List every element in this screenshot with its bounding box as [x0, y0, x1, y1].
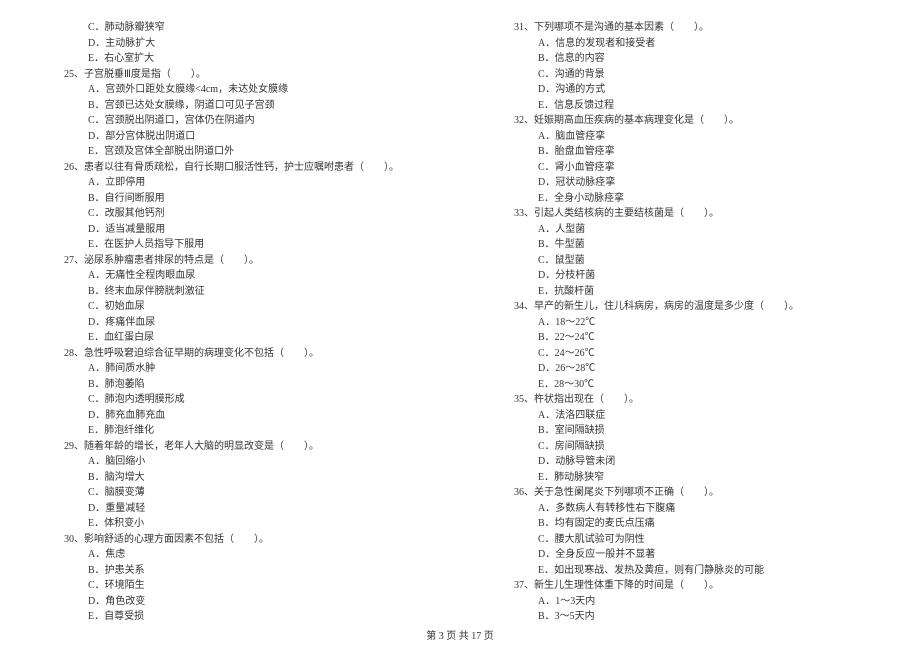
question-line: 31、下列哪项不是沟通的基本因素（ ）。 [490, 20, 880, 36]
option-line: D．全身反应一般并不显著 [490, 547, 880, 563]
option-line: B．室间隔缺损 [490, 423, 880, 439]
option-line: C．脑膜变薄 [40, 485, 430, 501]
option-line: D．26～28℃ [490, 361, 880, 377]
option-line: A．1～3天内 [490, 594, 880, 610]
option-line: A．无痛性全程肉眼血尿 [40, 268, 430, 284]
page-footer: 第 3 页 共 17 页 [0, 627, 920, 642]
option-line: E．信息反馈过程 [490, 98, 880, 114]
option-line: D．部分宫体脱出阴道口 [40, 129, 430, 145]
question-line: 26、患者以往有骨质疏松，自行长期口服活性钙，护士应嘱咐患者（ ）。 [40, 160, 430, 176]
option-line: C．肺泡内透明膜形成 [40, 392, 430, 408]
question-line: 36、关于急性阑尾炎下列哪项不正确（ ）。 [490, 485, 880, 501]
option-line: C．肾小血管痉挛 [490, 160, 880, 176]
option-line: E．右心室扩大 [40, 51, 430, 67]
option-line: C．改服其他钙剂 [40, 206, 430, 222]
option-line: E．肺动脉狭窄 [490, 470, 880, 486]
option-line: B．脑沟增大 [40, 470, 430, 486]
option-line: A．焦虑 [40, 547, 430, 563]
option-line: B．信息的内容 [490, 51, 880, 67]
option-line: D．主动脉扩大 [40, 36, 430, 52]
option-line: A．立即停用 [40, 175, 430, 191]
option-line: E．28～30℃ [490, 377, 880, 393]
question-line: 30、影响舒适的心理方面因素不包括（ ）。 [40, 532, 430, 548]
option-line: D．动脉导管未闭 [490, 454, 880, 470]
option-line: B．3～5天内 [490, 609, 880, 625]
option-line: A．脑回缩小 [40, 454, 430, 470]
option-line: E．在医护人员指导下服用 [40, 237, 430, 253]
option-line: E．自尊受损 [40, 609, 430, 625]
option-line: E．抗酸杆菌 [490, 284, 880, 300]
option-line: C．宫颈脱出阴道口，宫体仍在阴道内 [40, 113, 430, 129]
option-line: A．信息的发现者和接受者 [490, 36, 880, 52]
option-line: D．角色改变 [40, 594, 430, 610]
question-line: 25、子宫脱垂Ⅲ度是指（ ）。 [40, 67, 430, 83]
question-line: 28、急性呼吸窘迫综合征早期的病理变化不包括（ ）。 [40, 346, 430, 362]
option-line: E．体积变小 [40, 516, 430, 532]
option-line: E．肺泡纤维化 [40, 423, 430, 439]
question-line: 27、泌尿系肿瘤患者排尿的特点是（ ）。 [40, 253, 430, 269]
option-line: B．宫颈已达处女膜缘，阴道口可见子宫颈 [40, 98, 430, 114]
option-line: C．房间隔缺损 [490, 439, 880, 455]
option-line: B．护患关系 [40, 563, 430, 579]
option-line: E．宫颈及宫体全部脱出阴道口外 [40, 144, 430, 160]
question-line: 37、新生儿生理性体重下降的时间是（ ）。 [490, 578, 880, 594]
option-line: A．宫颈外口距处女膜缘<4cm，未达处女膜缘 [40, 82, 430, 98]
option-line: B．牛型菌 [490, 237, 880, 253]
option-line: B．胎盘血管痉挛 [490, 144, 880, 160]
question-line: 29、随着年龄的增长，老年人大脑的明显改变是（ ）。 [40, 439, 430, 455]
question-line: 34、早产的新生儿，住儿科病房，病房的温度是多少度（ ）。 [490, 299, 880, 315]
option-line: A．人型菌 [490, 222, 880, 238]
option-line: D．适当减量服用 [40, 222, 430, 238]
option-line: C．24～26℃ [490, 346, 880, 362]
option-line: D．沟通的方式 [490, 82, 880, 98]
option-line: D．冠状动脉痉挛 [490, 175, 880, 191]
question-line: 35、杵状指出现在（ ）。 [490, 392, 880, 408]
option-line: D．分枝杆菌 [490, 268, 880, 284]
exam-page: C．肺动脉瓣狭窄D．主动脉扩大E．右心室扩大25、子宫脱垂Ⅲ度是指（ ）。A．宫… [0, 0, 920, 650]
option-line: C．肺动脉瓣狭窄 [40, 20, 430, 36]
question-line: 32、妊娠期高血压疾病的基本病理变化是（ ）。 [490, 113, 880, 129]
option-line: B．自行间断服用 [40, 191, 430, 207]
option-line: A．18～22℃ [490, 315, 880, 331]
right-column: 31、下列哪项不是沟通的基本因素（ ）。A．信息的发现者和接受者B．信息的内容C… [460, 20, 880, 620]
option-line: D．重量减轻 [40, 501, 430, 517]
question-line: 33、引起人类结核病的主要结核菌是（ ）。 [490, 206, 880, 222]
option-line: D．肺充血肺充血 [40, 408, 430, 424]
option-line: C．腰大肌试验可为阴性 [490, 532, 880, 548]
left-column: C．肺动脉瓣狭窄D．主动脉扩大E．右心室扩大25、子宫脱垂Ⅲ度是指（ ）。A．宫… [40, 20, 460, 620]
option-line: C．初始血尿 [40, 299, 430, 315]
option-line: E．如出现寒战、发热及黄疸，则有门静脉炎的可能 [490, 563, 880, 579]
option-line: C．鼠型菌 [490, 253, 880, 269]
option-line: A．法洛四联症 [490, 408, 880, 424]
option-line: E．全身小动脉痉挛 [490, 191, 880, 207]
option-line: A．多数病人有转移性右下腹痛 [490, 501, 880, 517]
option-line: C．沟通的背景 [490, 67, 880, 83]
option-line: D．疼痛伴血尿 [40, 315, 430, 331]
option-line: A．脑血管痉挛 [490, 129, 880, 145]
option-line: B．均有固定的麦氏点压痛 [490, 516, 880, 532]
option-line: B．终末血尿伴膀胱刺激征 [40, 284, 430, 300]
option-line: B．22～24℃ [490, 330, 880, 346]
option-line: B．肺泡萎陷 [40, 377, 430, 393]
option-line: C．环境陌生 [40, 578, 430, 594]
option-line: E．血红蛋白尿 [40, 330, 430, 346]
option-line: A．肺间质水肿 [40, 361, 430, 377]
